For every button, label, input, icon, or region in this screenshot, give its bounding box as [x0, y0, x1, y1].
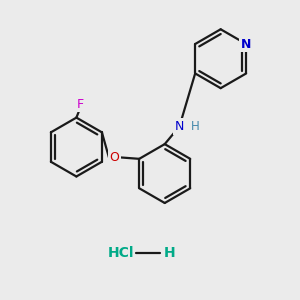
Text: HCl: HCl — [107, 246, 134, 260]
Text: N: N — [175, 120, 184, 133]
Text: O: O — [109, 151, 119, 164]
Text: F: F — [77, 98, 84, 111]
Text: H: H — [191, 120, 200, 133]
Text: H: H — [163, 246, 175, 260]
Text: N: N — [241, 38, 251, 50]
